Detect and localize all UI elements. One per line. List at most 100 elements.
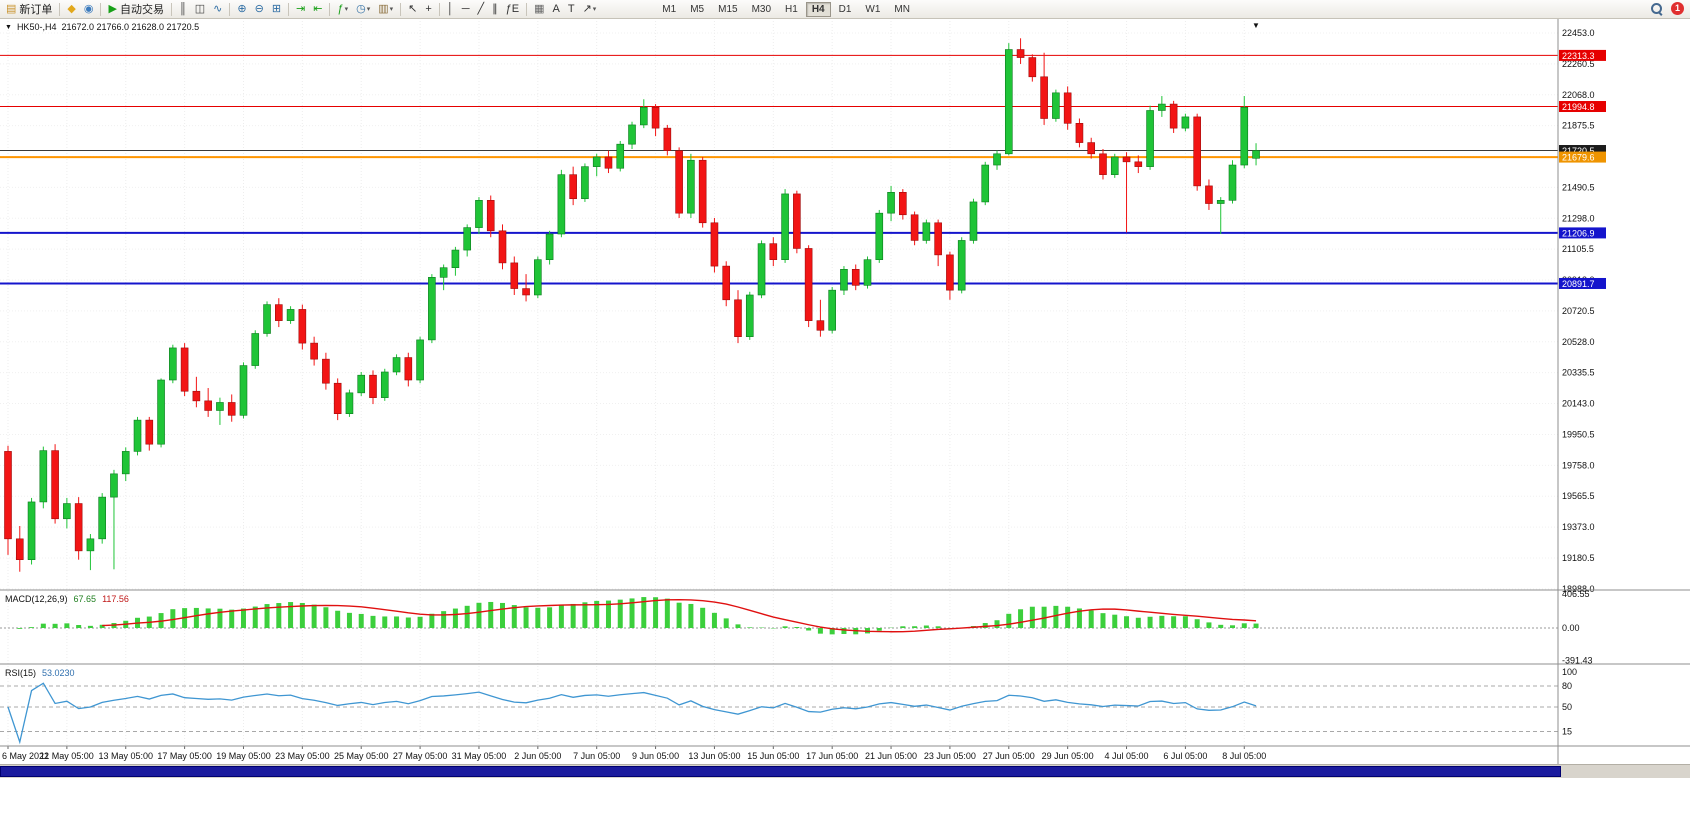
price-axis-label: 21298.0 xyxy=(1562,213,1595,223)
time-axis-label: 27 Jun 05:00 xyxy=(983,751,1035,761)
timeframe-m5[interactable]: M5 xyxy=(690,3,705,15)
horizontal-scrollbar[interactable] xyxy=(0,764,1690,778)
text-label-icon: T xyxy=(567,2,575,15)
timeframe-w1[interactable]: W1 xyxy=(865,3,881,15)
indicators-icon[interactable]: ƒ ▾ xyxy=(334,1,351,18)
cursor-icon[interactable]: ↖ xyxy=(405,1,420,18)
line-chart-icon[interactable]: ∿ xyxy=(210,1,225,18)
timeframe-h4[interactable]: H4 xyxy=(805,1,831,17)
price-axis-label: 20528.0 xyxy=(1562,337,1595,347)
toolbar-separator xyxy=(288,2,290,16)
time-axis-label: 19 May 05:00 xyxy=(216,751,271,761)
price-level-badge: 20891.7 xyxy=(1562,279,1595,289)
autotrading-button-label: 自动交易 xyxy=(119,4,164,16)
price-axis-label: 22453.0 xyxy=(1562,28,1595,38)
zoom-out-icon[interactable]: ⊖ xyxy=(252,1,267,18)
timeframe-h1[interactable]: H1 xyxy=(785,3,798,15)
rsi-axis-label: 100 xyxy=(1562,667,1577,677)
auto-scroll-icon: ⇥ xyxy=(296,2,306,15)
symbol-period-label: HK50-,H4 xyxy=(16,22,57,32)
price-axis-label: 22068.0 xyxy=(1562,90,1595,100)
crosshair-icon[interactable]: + xyxy=(422,1,434,18)
toolbar-separator xyxy=(100,2,102,16)
arrows-icon: ↗ xyxy=(582,2,592,15)
time-axis-label: 29 Jun 05:00 xyxy=(1042,751,1094,761)
zoom-in-icon[interactable]: ⊕ xyxy=(234,1,249,18)
expand-arrow-icon[interactable]: ▼ xyxy=(5,23,12,31)
price-axis-label: 20143.0 xyxy=(1562,399,1595,409)
macd-axis-label: -391.43 xyxy=(1562,656,1593,666)
new-order-button-label: 新订单 xyxy=(19,4,53,16)
notification-badge[interactable]: 1 xyxy=(1671,2,1684,15)
periods-icon[interactable]: ◷ ▾ xyxy=(353,1,373,18)
text-label-icon[interactable]: T xyxy=(565,1,578,18)
timeframe-m30[interactable]: M30 xyxy=(751,3,772,15)
rsi-axis-label: 50 xyxy=(1562,702,1572,712)
zoom-out-icon: ⊖ xyxy=(254,2,264,15)
rsi-value: 53.0230 xyxy=(42,668,75,678)
dropdown-caret-icon: ▾ xyxy=(344,6,349,13)
macd-name: MACD(12,26,9) xyxy=(5,594,68,604)
time-axis-label: 25 May 05:00 xyxy=(334,751,389,761)
price-level-badge: 22313.3 xyxy=(1562,51,1595,61)
indicators-icon: ƒ xyxy=(337,2,344,15)
price-axis-label: 20335.5 xyxy=(1562,368,1595,378)
alert-horn-icon[interactable]: ◆ xyxy=(64,1,78,18)
timeframe-toolbar: M1 M5 M15 M30 H1 H4 D1 W1 MN xyxy=(655,0,917,18)
timeframe-m1[interactable]: M1 xyxy=(662,3,677,15)
vertical-line-icon[interactable]: │ xyxy=(444,1,457,18)
trendline-icon[interactable]: ╱ xyxy=(474,1,487,18)
time-axis-label: 17 May 05:00 xyxy=(157,751,212,761)
text-icon[interactable]: A xyxy=(549,1,562,18)
arrows-icon[interactable]: ↗ ▾ xyxy=(580,1,600,18)
time-axis-label: 2 Jun 05:00 xyxy=(514,751,561,761)
time-axis-label: 13 May 05:00 xyxy=(98,751,153,761)
price-axis-label: 19373.0 xyxy=(1562,522,1595,532)
equidistant-channel-icon[interactable]: ∥ xyxy=(489,1,501,18)
time-axis-label: 4 Jul 05:00 xyxy=(1105,751,1149,761)
dropdown-caret-icon: ▾ xyxy=(366,6,371,13)
time-axis-label: 7 Jun 05:00 xyxy=(573,751,620,761)
price-level-badge: 21994.8 xyxy=(1562,102,1595,112)
chart-shift-icon[interactable]: ⇤ xyxy=(310,1,325,18)
auto-scroll-icon[interactable]: ⇥ xyxy=(293,1,308,18)
search-icon[interactable] xyxy=(1650,2,1663,15)
time-axis-label: 27 May 05:00 xyxy=(393,751,448,761)
price-axis-label: 19950.5 xyxy=(1562,429,1595,439)
price-level-badge: 21720.5 xyxy=(1562,146,1595,156)
tile-windows-icon[interactable]: ⊞ xyxy=(269,1,284,18)
timeframe-m15[interactable]: M15 xyxy=(718,3,738,15)
macd-label: MACD(12,26,9) 67.65 117.56 xyxy=(5,594,129,604)
timeframe-mn[interactable]: MN xyxy=(894,3,910,15)
time-axis-label: 23 Jun 05:00 xyxy=(924,751,976,761)
equidistant-channel-icon: ∥ xyxy=(492,2,498,15)
candlestick-chart-icon[interactable]: ◫ xyxy=(192,1,208,18)
new-order-button[interactable]: ▤ 新订单 xyxy=(3,1,55,18)
shapes-icon[interactable]: ▦ xyxy=(531,1,547,18)
chart-shift-icon: ⇤ xyxy=(313,2,323,15)
cursor-icon: ↖ xyxy=(408,2,418,15)
market-watch-icon[interactable]: ◉ xyxy=(81,1,97,18)
zoom-in-icon: ⊕ xyxy=(237,2,247,15)
ohlc-values: 21672.0 21766.0 21628.0 21720.5 xyxy=(61,22,200,32)
price-axis-label: 18988.0 xyxy=(1562,584,1595,594)
fibonacci-icon: ƒE xyxy=(505,2,520,15)
toolbar-buttons: ▤ 新订单 ◆ ◉ ▶ 自动交易 ║ ◫ ∿ ⊕ ⊖ ⊞ ⇥ ⇤ ƒ ▾ ◷ ▾ ▥ ▾ ↖ + │ ─ ╱ ∥ ƒE ▦ A T ↗ ▾ xyxy=(0,0,600,18)
dropdown-caret-icon: ▾ xyxy=(389,6,394,13)
price-level-badge: 21206.9 xyxy=(1562,228,1595,238)
time-axis-label: 6 May 2022 xyxy=(2,751,49,761)
time-axis-label: 31 May 05:00 xyxy=(452,751,507,761)
time-axis-label: 17 Jun 05:00 xyxy=(806,751,858,761)
scrollbar-thumb[interactable] xyxy=(0,766,1561,777)
macd-axis-label: 406.55 xyxy=(1562,589,1590,599)
timeframe-d1[interactable]: D1 xyxy=(838,3,852,15)
fibonacci-icon[interactable]: ƒE xyxy=(503,1,522,18)
autotrading-button[interactable]: ▶ 自动交易 xyxy=(105,1,166,18)
toolbar-separator xyxy=(400,2,402,16)
horizontal-line-icon[interactable]: ─ xyxy=(459,1,473,18)
templates-icon[interactable]: ▥ ▾ xyxy=(375,1,396,18)
toolbar-separator xyxy=(329,2,331,16)
chart-shift-marker: ▼ xyxy=(1252,21,1260,30)
bar-chart-icon[interactable]: ║ xyxy=(176,1,190,18)
